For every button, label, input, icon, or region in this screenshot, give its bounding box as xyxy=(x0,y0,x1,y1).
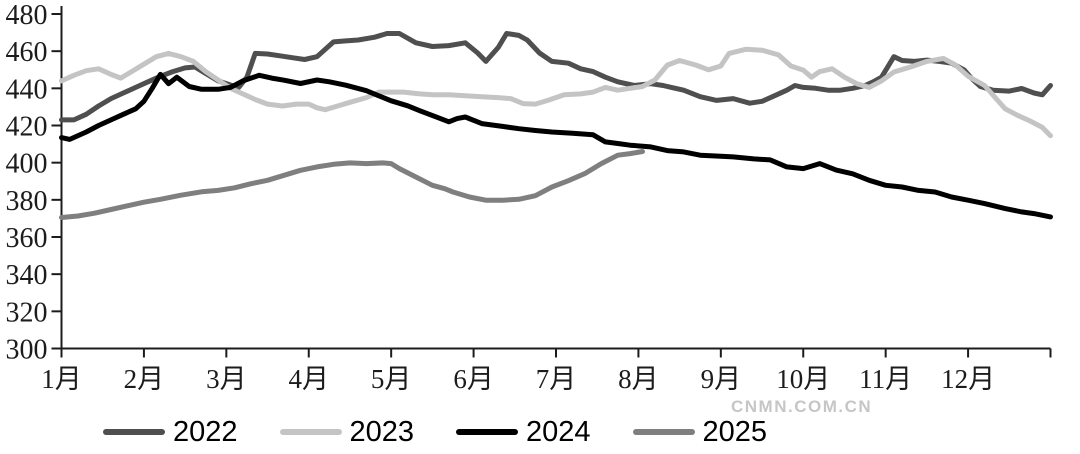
legend-label-2023: 2023 xyxy=(349,415,415,448)
x-tick-label: 12月 xyxy=(941,364,995,394)
y-tick-label: 300 xyxy=(6,335,48,366)
x-tick-label: 11月 xyxy=(859,364,912,394)
legend-label-2022: 2022 xyxy=(173,415,238,448)
y-tick-label: 320 xyxy=(6,297,48,328)
watermark-cnmn: CNMN.COM.CN xyxy=(731,397,873,416)
x-tick-label: 8月 xyxy=(618,364,659,394)
y-tick-label: 400 xyxy=(6,149,48,180)
legend-item-2022: 2022 xyxy=(103,415,238,448)
x-tick-label: 3月 xyxy=(206,364,247,394)
legend-item-2025: 2025 xyxy=(632,415,768,448)
series-line-2023 xyxy=(59,46,1053,139)
series-line-2025 xyxy=(59,149,645,220)
legend-item-2023: 2023 xyxy=(279,415,415,448)
y-tick-label: 460 xyxy=(6,37,48,68)
x-tick-label: 2月 xyxy=(124,364,165,394)
series-line-2024 xyxy=(59,71,1053,220)
legend-label-2025: 2025 xyxy=(702,415,768,448)
y-tick-label: 340 xyxy=(6,260,48,291)
legend-dash-2023-icon xyxy=(279,429,342,435)
x-tick-label: 1月 xyxy=(41,364,82,394)
x-tick-label: 7月 xyxy=(536,364,577,394)
legend-item-2024: 2024 xyxy=(456,415,591,448)
legend-label-2024: 2024 xyxy=(526,415,591,448)
legend-dash-2022-icon xyxy=(103,429,165,435)
y-tick-label: 380 xyxy=(6,186,48,217)
chart-legend: 2022 2023 2024 2025 xyxy=(103,414,767,450)
y-tick-label: 440 xyxy=(6,74,48,105)
y-tick-label: 480 xyxy=(6,0,48,31)
x-tick-label: 10月 xyxy=(776,364,830,394)
y-tick-label: 360 xyxy=(6,223,48,254)
y-tick-label: 420 xyxy=(6,112,48,143)
x-tick-label: 9月 xyxy=(701,364,742,394)
line-chart: 300 320 340 360 380 400 420 440 460 480 1月 2月 3月 4月 5月… xyxy=(6,0,1053,394)
x-tick-label: 6月 xyxy=(453,364,494,394)
x-tick-label: 5月 xyxy=(371,364,412,394)
axes xyxy=(60,6,1051,350)
legend-dash-2024-icon xyxy=(456,429,519,435)
x-tick-label: 4月 xyxy=(289,364,330,394)
legend-dash-2025-icon xyxy=(632,429,695,435)
